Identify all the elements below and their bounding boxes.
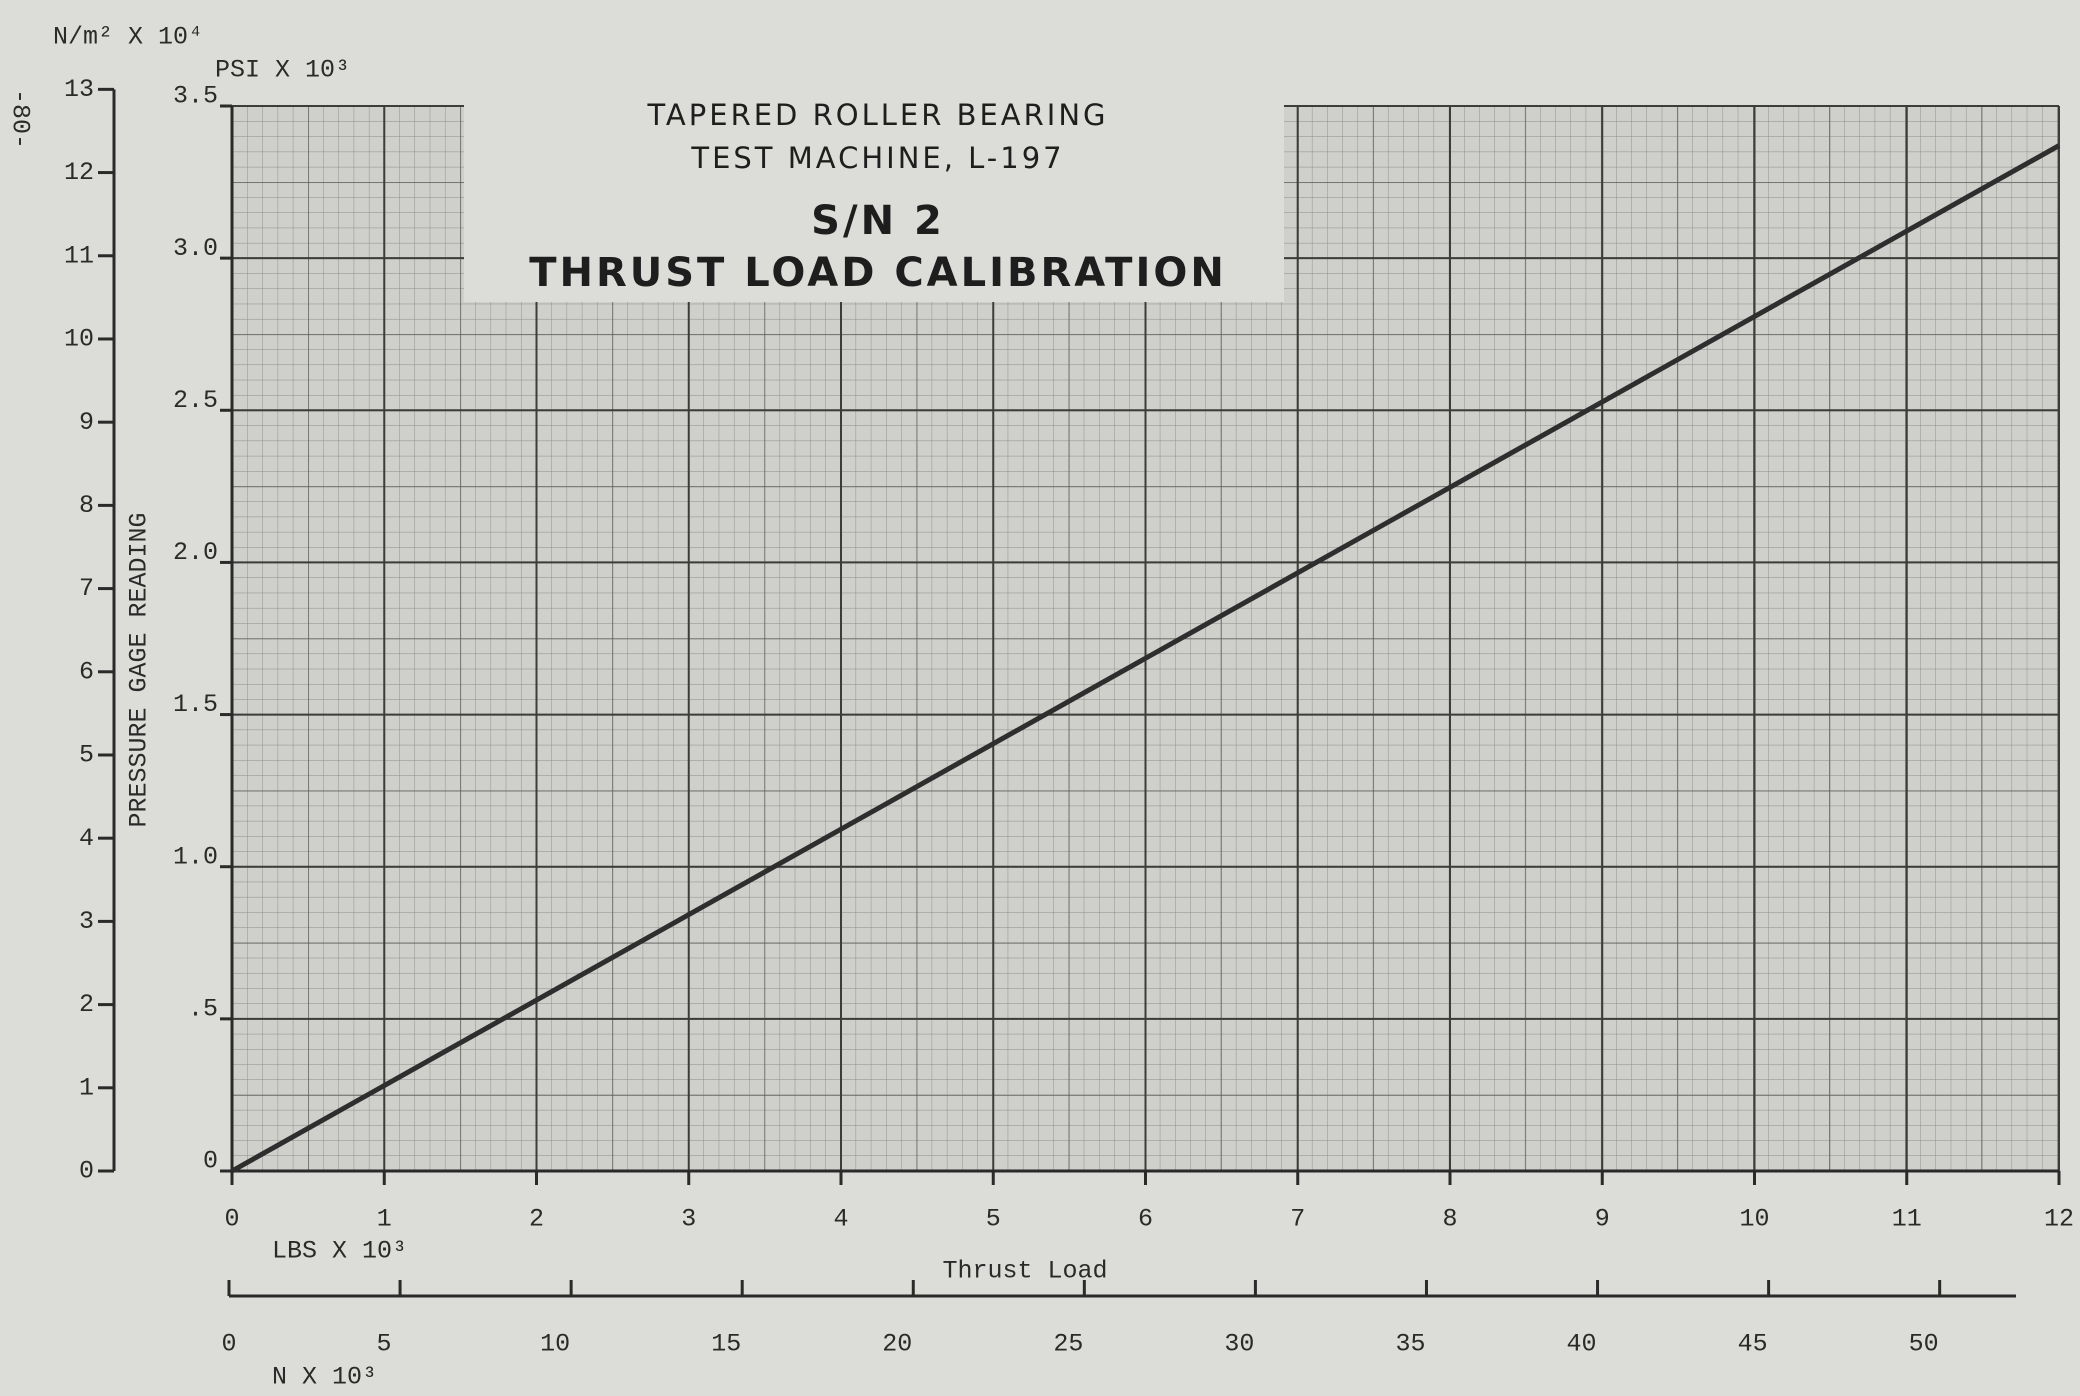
page-number: -80- bbox=[5, 89, 34, 149]
title-line: TAPERED ROLLER BEARING bbox=[646, 98, 1108, 132]
x2-tick-label: 20 bbox=[882, 1330, 912, 1359]
x2-tick-label: 5 bbox=[377, 1330, 392, 1359]
title-line: TEST MACHINE, L-197 bbox=[690, 141, 1064, 175]
x-tick-label: 4 bbox=[833, 1205, 848, 1234]
y2-tick-label: 3 bbox=[79, 907, 94, 936]
x2-tick-label: 45 bbox=[1738, 1330, 1768, 1359]
y-axis-label: PRESSURE GAGE READING bbox=[125, 512, 154, 827]
y-unit: PSI X 10³ bbox=[215, 56, 350, 85]
y-tick-label: 1.0 bbox=[173, 842, 218, 871]
x-tick-label: 8 bbox=[1442, 1205, 1457, 1234]
x-axis-label: Thrust Load bbox=[942, 1257, 1107, 1286]
y2-tick-label: 8 bbox=[79, 491, 94, 520]
x-tick-label: 1 bbox=[377, 1205, 392, 1234]
title-line: S/N 2 bbox=[811, 198, 945, 244]
x-tick-label: 11 bbox=[1892, 1205, 1922, 1234]
y2-tick-label: 4 bbox=[79, 824, 94, 853]
y-tick-label: 3.0 bbox=[173, 234, 218, 263]
x-tick-label: 10 bbox=[1739, 1205, 1769, 1234]
calibration-line bbox=[230, 143, 2061, 1174]
y2-tick-label: 7 bbox=[79, 574, 94, 603]
x2-tick-label: 10 bbox=[540, 1330, 570, 1359]
x-tick-label: 9 bbox=[1595, 1205, 1610, 1234]
y2-tick-label: 5 bbox=[79, 741, 94, 770]
x-tick-label: 2 bbox=[529, 1205, 544, 1234]
x2-tick-label: 15 bbox=[711, 1330, 741, 1359]
y-tick-label: 0 bbox=[203, 1147, 218, 1176]
x-unit: LBS X 10³ bbox=[272, 1237, 407, 1266]
y2-tick-label: 13 bbox=[64, 75, 94, 104]
title-line: THRUST LOAD CALIBRATION bbox=[529, 250, 1227, 296]
title-box bbox=[464, 96, 1284, 302]
x2-tick-label: 0 bbox=[221, 1330, 236, 1359]
y-tick-label: 2.5 bbox=[173, 386, 218, 415]
x2-tick-label: 35 bbox=[1395, 1330, 1425, 1359]
x-tick-label: 6 bbox=[1138, 1205, 1153, 1234]
x2-unit: N X 10³ bbox=[272, 1363, 377, 1392]
y-tick-label: 1.5 bbox=[173, 690, 218, 719]
x2-tick-label: 50 bbox=[1909, 1330, 1939, 1359]
x2-tick-label: 25 bbox=[1053, 1330, 1083, 1359]
y2-tick-label: 0 bbox=[79, 1157, 94, 1186]
x-tick-label: 12 bbox=[2044, 1205, 2074, 1234]
y2-tick-label: 12 bbox=[64, 158, 94, 187]
y-tick-label: 3.5 bbox=[173, 82, 218, 111]
y2-tick-label: 9 bbox=[79, 408, 94, 437]
y2-tick-label: 11 bbox=[64, 241, 94, 270]
x2-tick-label: 30 bbox=[1224, 1330, 1254, 1359]
y-tick-label: 2.0 bbox=[173, 538, 218, 567]
y2-tick-label: 6 bbox=[79, 657, 94, 686]
x-tick-label: 3 bbox=[681, 1205, 696, 1234]
y2-tick-label: 1 bbox=[79, 1073, 94, 1102]
y2-tick-label: 2 bbox=[79, 990, 94, 1019]
x-tick-label: 0 bbox=[224, 1205, 239, 1234]
x-tick-label: 7 bbox=[1290, 1205, 1305, 1234]
x-tick-label: 5 bbox=[986, 1205, 1001, 1234]
x2-tick-label: 40 bbox=[1567, 1330, 1597, 1359]
y-tick-label: .5 bbox=[188, 994, 218, 1023]
y2-unit: N/m² X 10⁴ bbox=[53, 23, 203, 52]
y2-tick-label: 10 bbox=[64, 325, 94, 354]
